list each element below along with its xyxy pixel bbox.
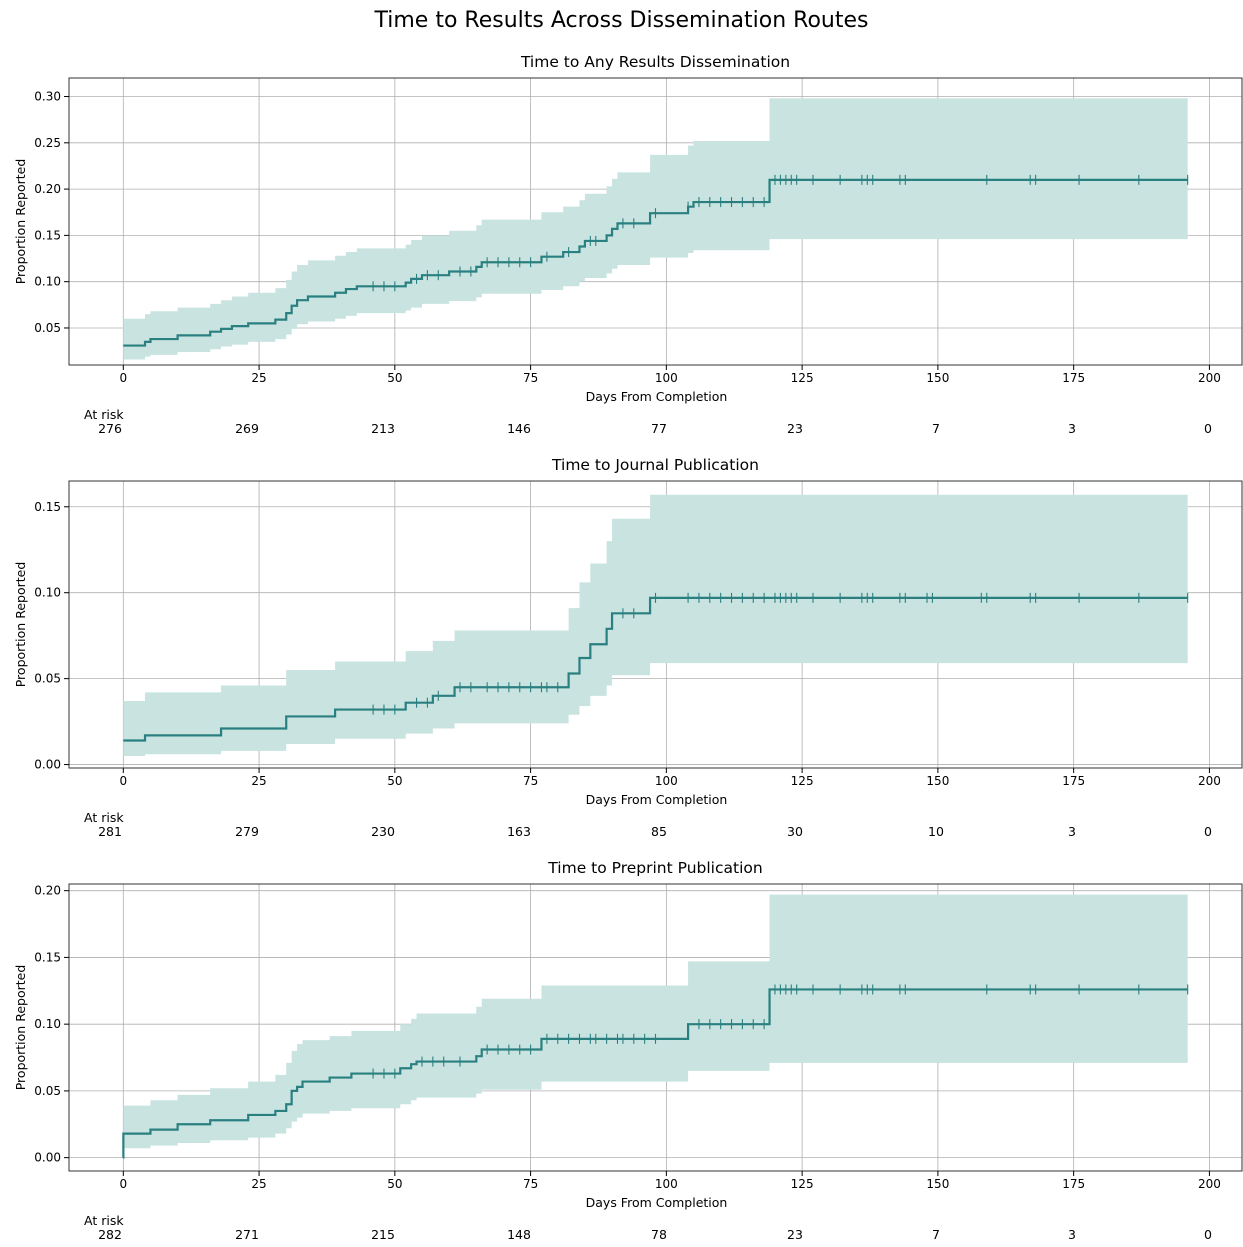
x-tick-label: 200 [1198,371,1221,385]
subplot-title: Time to Preprint Publication [547,859,762,877]
y-tick-label: 0.20 [34,182,61,196]
subplot-3: Time to Preprint Publication 0 25 50 75 100 12… [13,859,1243,1242]
at-risk-count: 30 [787,824,803,839]
y-axis-label: Proportion Reported [13,159,28,285]
x-tick-label: 175 [1062,774,1085,788]
axes-frame [68,883,1243,1172]
x-tick-label: 175 [1062,1177,1085,1191]
at-risk-count: 7 [932,1227,940,1242]
at-risk-count: 0 [1204,421,1212,436]
y-axis-label: Proportion Reported [13,965,28,1091]
confidence-band [123,494,1188,756]
x-tick-label: 50 [387,1177,402,1191]
figure-title: Time to Results Across Dissemination Rou… [374,8,869,33]
at-risk-count: 215 [371,1227,395,1242]
y-tick-label: 0.15 [34,950,61,964]
x-tick-label: 150 [926,774,949,788]
subplot-title: Time to Any Results Dissemination [520,53,790,71]
x-tick-label: 0 [119,1177,127,1191]
at-risk-count: 148 [507,1227,531,1242]
y-tick-label: 0.10 [34,586,61,600]
x-axis-label: Days From Completion [586,1195,728,1210]
y-tick-label: 0.05 [34,1084,61,1098]
y-tick-label: 0.10 [34,275,61,289]
y-tick-label: 0.20 [34,884,61,898]
at-risk-count: 282 [98,1227,122,1242]
axes-frame [68,77,1243,366]
x-tick-label: 75 [523,774,538,788]
at-risk-count: 10 [928,824,944,839]
at-risk-count: 85 [651,824,667,839]
y-tick-label: 0.05 [34,321,61,335]
x-tick-label: 125 [791,774,814,788]
at-risk-count: 163 [507,824,531,839]
km-step-line [123,178,1188,347]
at-risk-count: 3 [1068,421,1076,436]
at-risk-count: 146 [507,421,531,436]
x-tick-label: 150 [926,1177,949,1191]
at-risk-count: 269 [235,421,259,436]
at-risk-count: 0 [1204,1227,1212,1242]
y-tick-label: 0.25 [34,136,61,150]
at-risk-count: 3 [1068,1227,1076,1242]
at-risk-count: 3 [1068,824,1076,839]
x-tick-label: 50 [387,774,402,788]
x-axis-label: Days From Completion [586,389,728,404]
x-tick-label: 75 [523,371,538,385]
x-tick-label: 100 [655,371,678,385]
y-tick-label: 0.15 [34,500,61,514]
km-step-line [122,988,1188,1159]
at-risk-count: 23 [787,1227,803,1242]
x-tick-label: 125 [791,371,814,385]
x-tick-label: 150 [926,371,949,385]
confidence-band [123,98,1188,360]
at-risk-label: At risk [84,810,124,825]
x-tick-label: 75 [523,1177,538,1191]
axes-frame [68,480,1243,769]
x-tick-label: 200 [1198,774,1221,788]
at-risk-count: 0 [1204,824,1212,839]
y-tick-label: 0.00 [34,758,61,772]
y-tick-label: 0.10 [34,1017,61,1031]
x-tick-label: 25 [251,371,266,385]
x-tick-label: 25 [251,1177,266,1191]
y-axis-label: Proportion Reported [13,562,28,688]
x-tick-label: 100 [655,1177,678,1191]
x-tick-label: 0 [119,774,127,788]
subplot-1: Time to Any Results Dissemination 0 25 50 75… [13,53,1243,436]
subplot-title: Time to Journal Publication [551,456,759,474]
y-tick-label: 0.05 [34,672,61,686]
x-tick-label: 0 [119,371,127,385]
x-tick-label: 25 [251,774,266,788]
y-tick-label: 0.30 [34,90,61,104]
x-tick-label: 125 [791,1177,814,1191]
x-axis-label: Days From Completion [586,792,728,807]
at-risk-count: 23 [787,421,803,436]
y-tick-label: 0.15 [34,228,61,242]
x-tick-label: 200 [1198,1177,1221,1191]
at-risk-count: 279 [235,824,259,839]
x-tick-label: 50 [387,371,402,385]
at-risk-count: 230 [371,824,395,839]
confidence-band [123,894,1188,1158]
at-risk-count: 7 [932,421,940,436]
at-risk-label: At risk [84,1213,124,1228]
at-risk-count: 281 [98,824,122,839]
at-risk-label: At risk [84,407,124,422]
x-tick-label: 100 [655,774,678,788]
at-risk-count: 78 [651,1227,667,1242]
at-risk-count: 271 [235,1227,259,1242]
y-tick-label: 0.00 [34,1151,61,1165]
at-risk-count: 276 [98,421,122,436]
at-risk-count: 77 [651,421,667,436]
km-step-line [123,596,1188,742]
at-risk-count: 213 [371,421,395,436]
x-tick-label: 175 [1062,371,1085,385]
